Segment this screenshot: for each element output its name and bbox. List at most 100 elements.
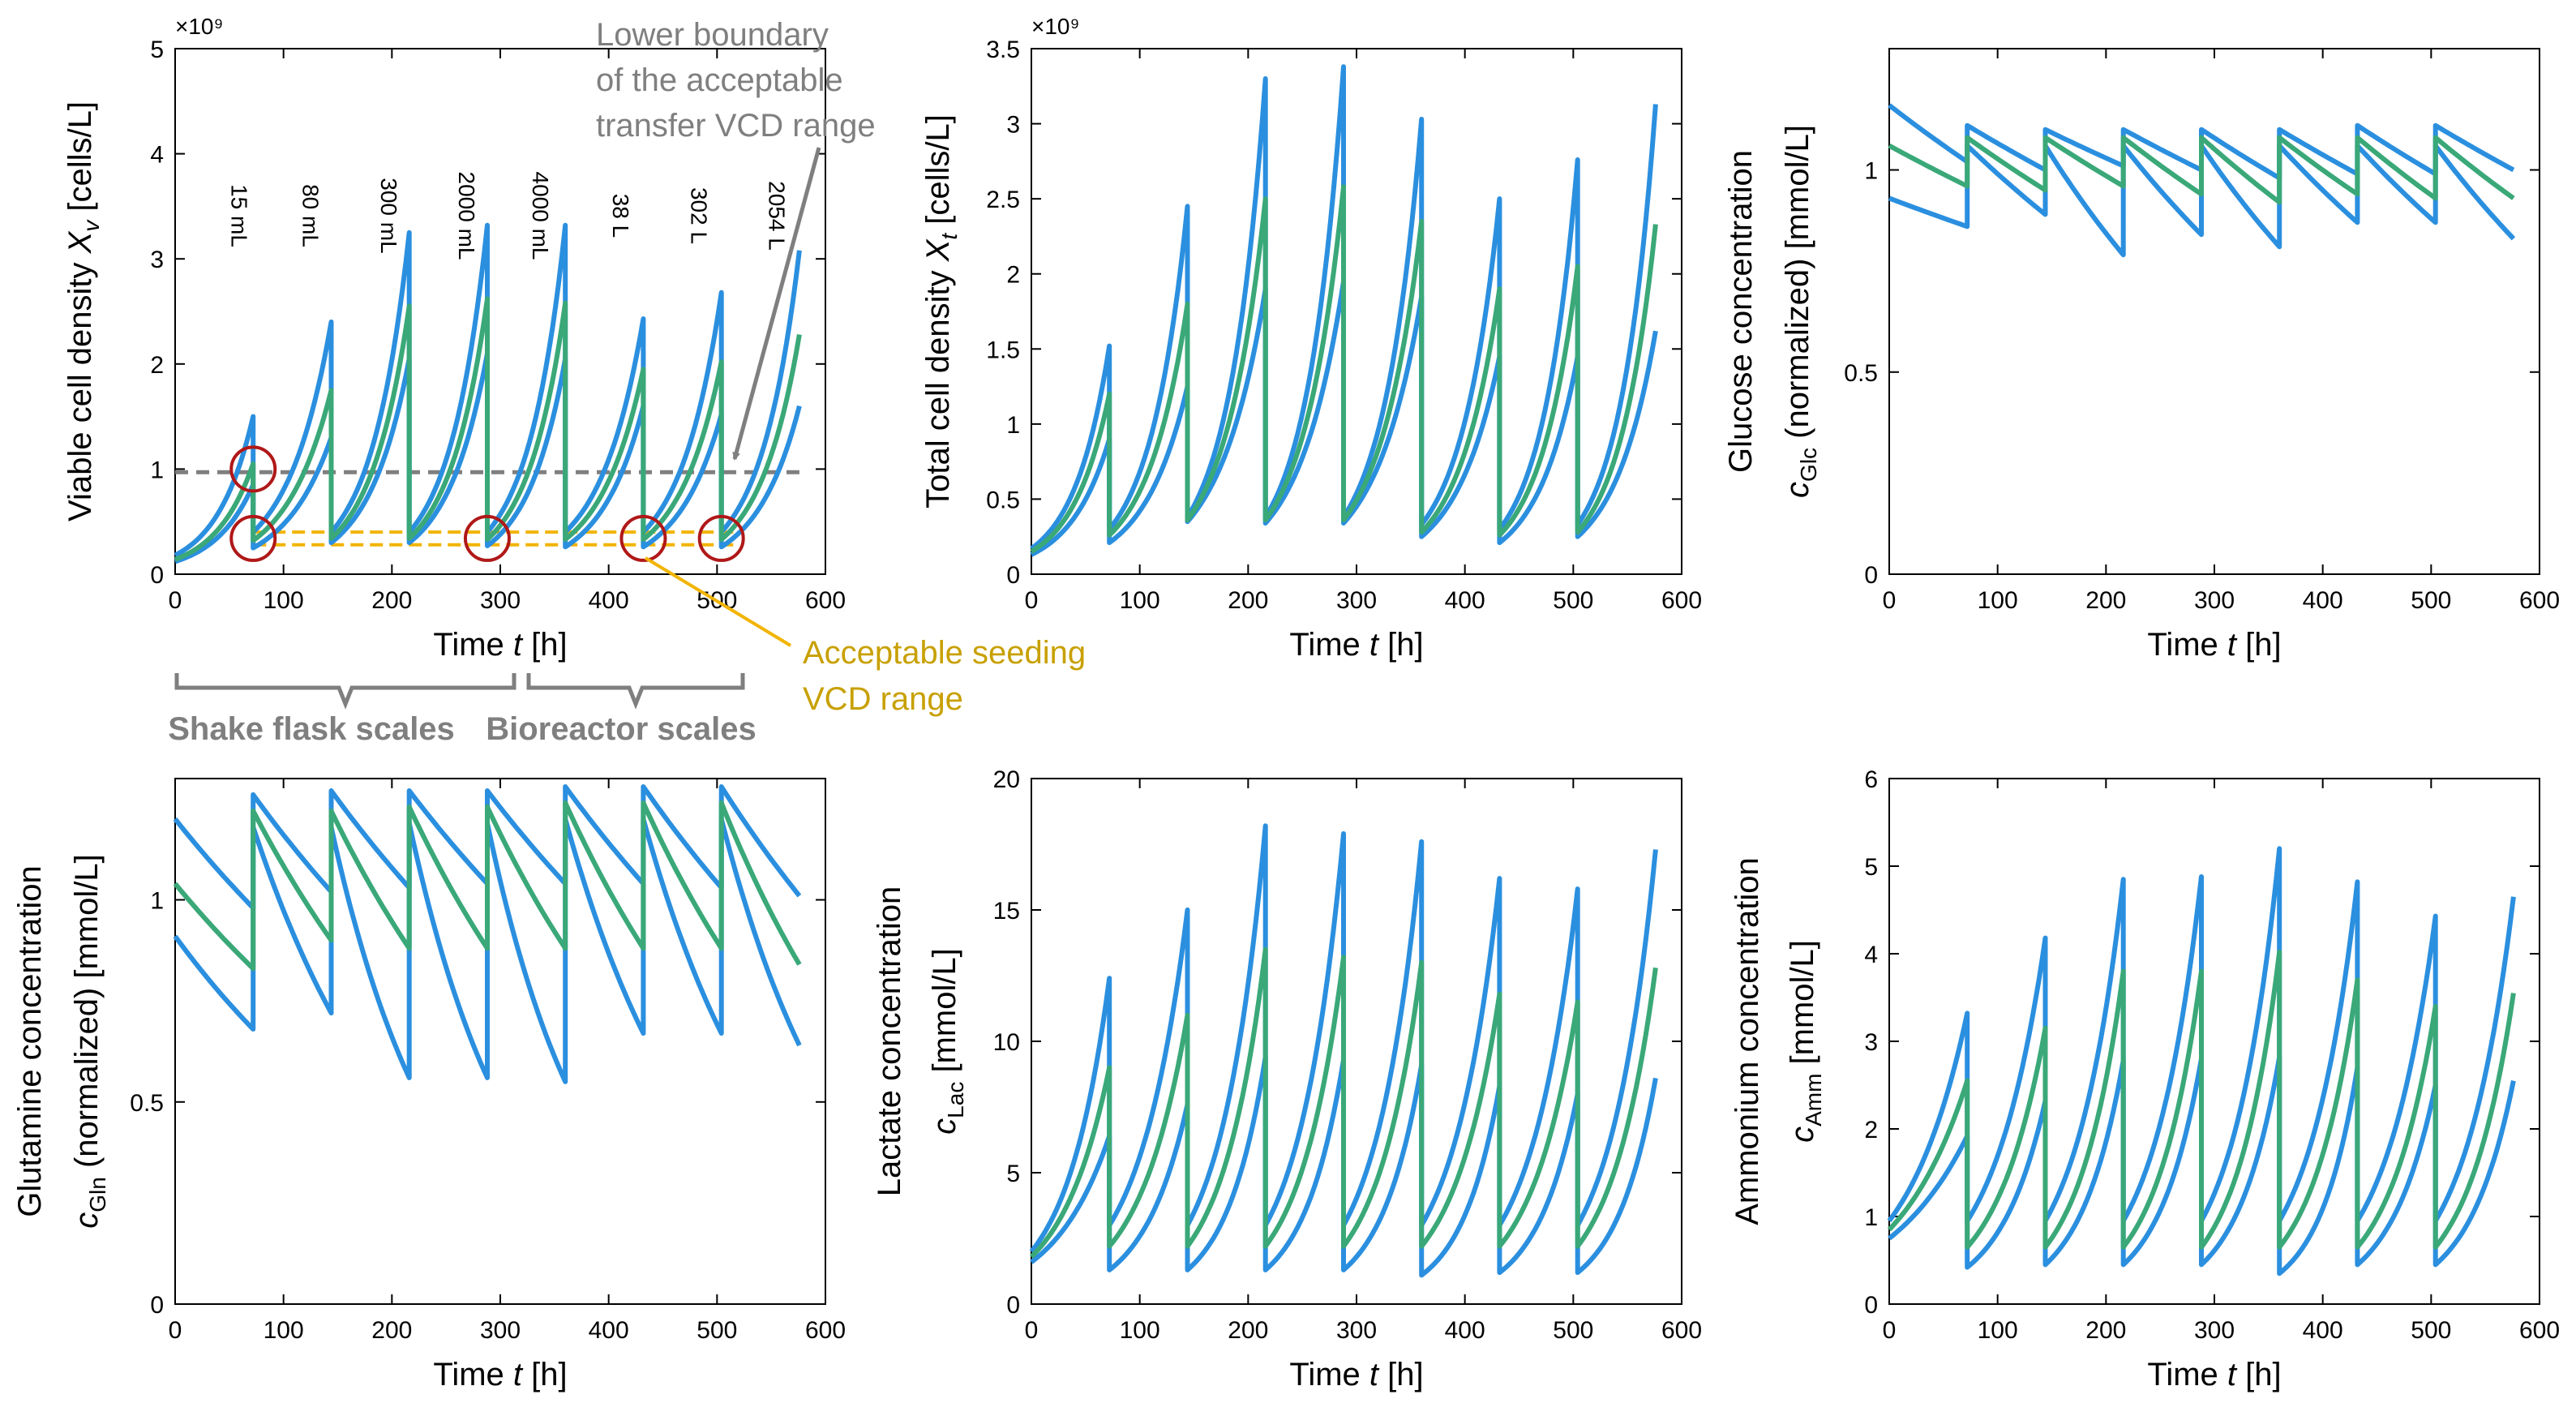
amm-x-tick-label: 100: [1978, 1317, 2018, 1344]
vcd-x-tick-label: 200: [371, 587, 412, 614]
amm-x-tick-label: 300: [2194, 1317, 2235, 1344]
tcd-x-tick-label: 500: [1553, 587, 1593, 614]
tcd-x-axis-label: Time t [h]: [1289, 627, 1423, 663]
gln-y-tick-label: 0.5: [130, 1090, 164, 1117]
lac-y-axis-label: Lactate concentration: [872, 886, 907, 1196]
vcd-seeding-circle: [619, 514, 667, 562]
lac-x-tick-label: 200: [1228, 1317, 1268, 1344]
lac-x-tick-label: 600: [1661, 1317, 1702, 1344]
gln-x-axis-label: Time t [h]: [433, 1357, 567, 1392]
vcd-series-mean: [174, 296, 802, 562]
gln-x-tick-label: 400: [589, 1317, 629, 1344]
tcd-y-tick-label: 1.5: [986, 337, 1020, 363]
tcd-y-tick-label: 3: [1006, 112, 1020, 139]
lac-x-tick-label: 400: [1445, 1317, 1485, 1344]
tcd-x-tick-label: 400: [1445, 587, 1485, 614]
gln-x-tick-label: 100: [264, 1317, 304, 1344]
scale-label: 4000 mL: [528, 172, 553, 260]
glc-y-tick-label: 1: [1864, 158, 1878, 185]
tcd-x-tick-label: 300: [1336, 587, 1377, 614]
gln-x-tick-label: 200: [371, 1317, 412, 1344]
vcd-seeding-circle: [229, 514, 277, 562]
tcd-y-tick-label: 0.5: [986, 487, 1020, 513]
seeding-annotation-line-1: Acceptable seeding: [803, 635, 1086, 671]
gln-y-tick-label: 0: [150, 1292, 164, 1319]
bioreactor-label: Bioreactor scales: [486, 711, 757, 747]
glc-x-tick-label: 0: [1883, 587, 1897, 614]
amm-y-tick-label: 3: [1864, 1029, 1878, 1056]
scale-label: 2000 mL: [454, 172, 479, 260]
glc-x-tick-label: 300: [2194, 587, 2235, 614]
vcd-transfer-circle: [229, 445, 277, 493]
amm-x-axis-label: Time t [h]: [2147, 1357, 2281, 1392]
lac-y-tick-label: 10: [993, 1029, 1020, 1056]
tcd-series-mean: [1030, 184, 1658, 554]
tcd-y-tick-label: 2: [1006, 262, 1020, 289]
gln-y-axis-label-2: cGln (normalized) [mmol/L]: [69, 854, 110, 1228]
vcd-seeding-circle: [463, 514, 511, 562]
tcd-y-tick-label: 1: [1006, 412, 1020, 439]
lac-y-tick-label: 5: [1006, 1161, 1020, 1187]
vcd-seeding-circle: [697, 514, 745, 562]
amm-series-mean: [1887, 949, 2516, 1250]
shake-flask-label: Shake flask scales: [168, 711, 455, 747]
lac-x-tick-label: 100: [1120, 1317, 1160, 1344]
tcd-y-axis-label: Total cell density Xt [cells/L]: [920, 114, 962, 508]
lac-y-axis-label-2: cLac [mmol/L]: [927, 948, 968, 1135]
amm-x-tick-label: 600: [2519, 1317, 2560, 1344]
scale-label: 302 L: [686, 187, 711, 244]
vcd-y-tick-label: 4: [150, 142, 164, 169]
boundary-annotation-line-1: Lower boundary: [596, 17, 829, 53]
scale-label: 80 mL: [298, 184, 324, 247]
lac-y-tick-label: 15: [993, 898, 1020, 925]
bioreactor-brace: [526, 673, 745, 710]
vcd-y-tick-label: 0: [150, 562, 164, 589]
gln-axes-frame: [174, 778, 826, 1305]
lac-y-tick-label: 0: [1006, 1292, 1020, 1319]
tcd-y-tick-label: 3.5: [986, 36, 1020, 63]
lac-x-tick-label: 0: [1025, 1317, 1039, 1344]
panel-amm: 0 100 200 300 400 500 600 0 1 2 3 4 5 6 Time t [h] Ammo…: [1729, 766, 2560, 1392]
boundary-annotation-line-3: transfer VCD range: [596, 108, 876, 144]
gln-y-axis-label: Glutamine concentration: [12, 865, 48, 1217]
amm-x-tick-label: 200: [2085, 1317, 2126, 1344]
vcd-x-tick-label: 100: [264, 587, 304, 614]
vcd-exponent-label: ×10⁹: [175, 14, 224, 39]
scale-label: 300 mL: [376, 178, 401, 253]
gln-y-tick-label: 1: [150, 888, 164, 915]
tcd-exponent-label: ×10⁹: [1031, 14, 1080, 39]
tcd-x-tick-label: 600: [1661, 587, 1702, 614]
amm-x-tick-label: 400: [2303, 1317, 2343, 1344]
scale-label: 38 L: [608, 194, 633, 238]
tcd-y-tick-label: 0: [1006, 562, 1020, 589]
glc-x-tick-label: 600: [2519, 587, 2560, 614]
vcd-x-axis-label: Time t [h]: [433, 627, 567, 663]
vcd-y-tick-label: 2: [150, 352, 164, 379]
panel-tcd: 0 100 200 300 400 500 600 0 0.5 1 1.5 2 2.5 3 3.5 ×10⁹ T…: [920, 14, 1702, 663]
vcd-y-axis-label: Viable cell density Xv [cells/L]: [62, 101, 104, 521]
seeding-leader-line: [644, 556, 792, 647]
boundary-arrow: [732, 147, 821, 461]
seeding-annotation-line-2: VCD range: [803, 681, 963, 717]
amm-x-tick-label: 500: [2411, 1317, 2451, 1344]
gln-series-mean: [173, 800, 802, 972]
glc-y-tick-label: 0: [1864, 562, 1878, 589]
amm-y-axis-label-2: cAmm [mmol/L]: [1785, 940, 1826, 1143]
vcd-x-tick-label: 600: [805, 587, 846, 614]
glc-y-tick-label: 0.5: [1844, 360, 1878, 387]
amm-x-tick-label: 0: [1883, 1317, 1897, 1344]
tcd-x-tick-label: 200: [1228, 587, 1268, 614]
lac-series-mean: [1029, 946, 1658, 1259]
lac-x-tick-label: 300: [1336, 1317, 1377, 1344]
gln-x-tick-label: 500: [697, 1317, 737, 1344]
vcd-x-tick-label: 0: [169, 587, 182, 614]
annotations-layer: Lower boundary of the acceptable transfe…: [168, 17, 1086, 747]
glc-x-tick-label: 100: [1978, 587, 2018, 614]
gln-x-tick-label: 300: [480, 1317, 521, 1344]
panel-gln: 0 100 200 300 400 500 600 0 0.5 1 Time t [h] Glutam…: [12, 778, 846, 1392]
scale-label: 15 mL: [227, 184, 252, 247]
glc-y-axis-label: Glucose concentration: [1723, 150, 1759, 473]
